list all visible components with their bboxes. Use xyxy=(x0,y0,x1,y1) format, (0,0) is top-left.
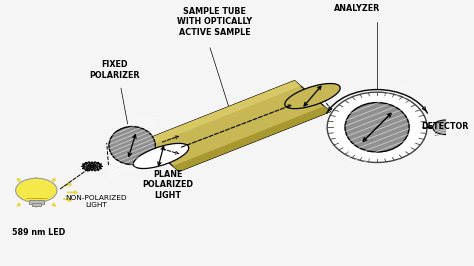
Text: 589 nm LED: 589 nm LED xyxy=(12,228,65,237)
Text: SAMPLE TUBE
WITH OPTICALLY
ACTIVE SAMPLE: SAMPLE TUBE WITH OPTICALLY ACTIVE SAMPLE xyxy=(177,7,252,37)
Ellipse shape xyxy=(345,103,409,152)
Text: ANALYZER: ANALYZER xyxy=(334,5,380,14)
Polygon shape xyxy=(143,81,330,172)
Ellipse shape xyxy=(133,143,189,169)
Circle shape xyxy=(433,120,458,135)
Ellipse shape xyxy=(109,127,155,165)
Circle shape xyxy=(16,178,57,202)
Text: DETECTOR: DETECTOR xyxy=(422,122,469,131)
Text: NON-POLARIZED
LIGHT: NON-POLARIZED LIGHT xyxy=(66,195,127,208)
FancyBboxPatch shape xyxy=(32,203,41,206)
Polygon shape xyxy=(143,81,301,146)
Ellipse shape xyxy=(285,84,340,109)
Text: FIXED
POLARIZER: FIXED POLARIZER xyxy=(89,60,139,80)
Polygon shape xyxy=(173,106,330,172)
Text: PLANE
POLARIZED
LIGHT: PLANE POLARIZED LIGHT xyxy=(142,170,193,200)
FancyBboxPatch shape xyxy=(29,200,44,204)
Ellipse shape xyxy=(327,92,427,163)
